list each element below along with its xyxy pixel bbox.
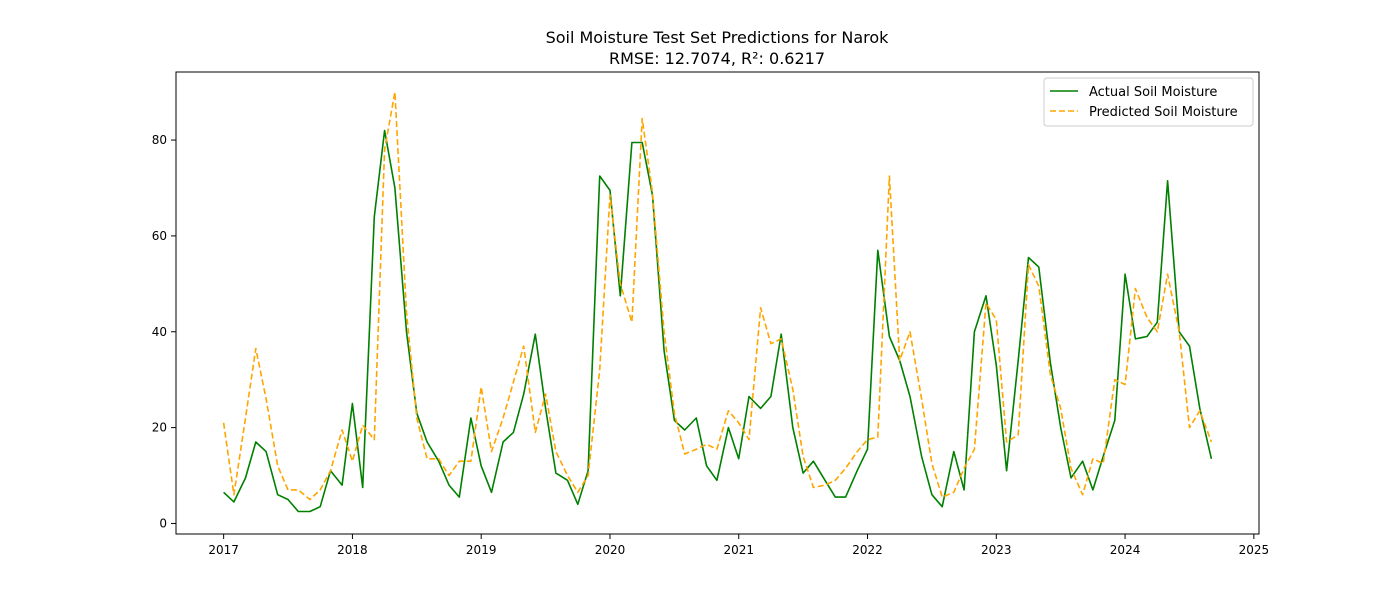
x-tick-label: 2020 — [595, 543, 626, 557]
y-tick-label: 80 — [152, 133, 167, 147]
x-tick-label: 2025 — [1239, 543, 1270, 557]
legend: Actual Soil Moisture Predicted Soil Moist… — [1043, 77, 1254, 127]
x-tick-label: 2023 — [981, 543, 1012, 557]
y-tick-label: 20 — [152, 421, 167, 435]
series-line-predicted — [222, 91, 1213, 501]
y-tick-label: 0 — [159, 516, 167, 530]
chart-subtitle: RMSE: 12.7074, R²: 0.6217 — [609, 49, 825, 68]
plot-area: 2017 2018 2019 2020 2021 2022 2023 2024 2025 0 20 4… — [152, 91, 1270, 557]
legend-label: Actual Soil Moisture — [1089, 85, 1217, 100]
x-tick-label: 2019 — [466, 543, 497, 557]
x-tick-label: 2021 — [723, 543, 754, 557]
legend-box — [1043, 77, 1254, 127]
x-tick-label: 2022 — [852, 543, 883, 557]
x-tick-label: 2018 — [337, 543, 368, 557]
legend-label: Predicted Soil Moisture — [1089, 105, 1238, 120]
series-line-actual — [223, 129, 1213, 513]
chart-title: Soil Moisture Test Set Predictions for N… — [546, 28, 890, 47]
y-tick-label: 40 — [152, 325, 167, 339]
x-tick-label: 2017 — [208, 543, 239, 557]
plot-frame — [175, 71, 1260, 535]
y-tick-label: 60 — [152, 229, 167, 243]
x-tick-label: 2024 — [1110, 543, 1141, 557]
